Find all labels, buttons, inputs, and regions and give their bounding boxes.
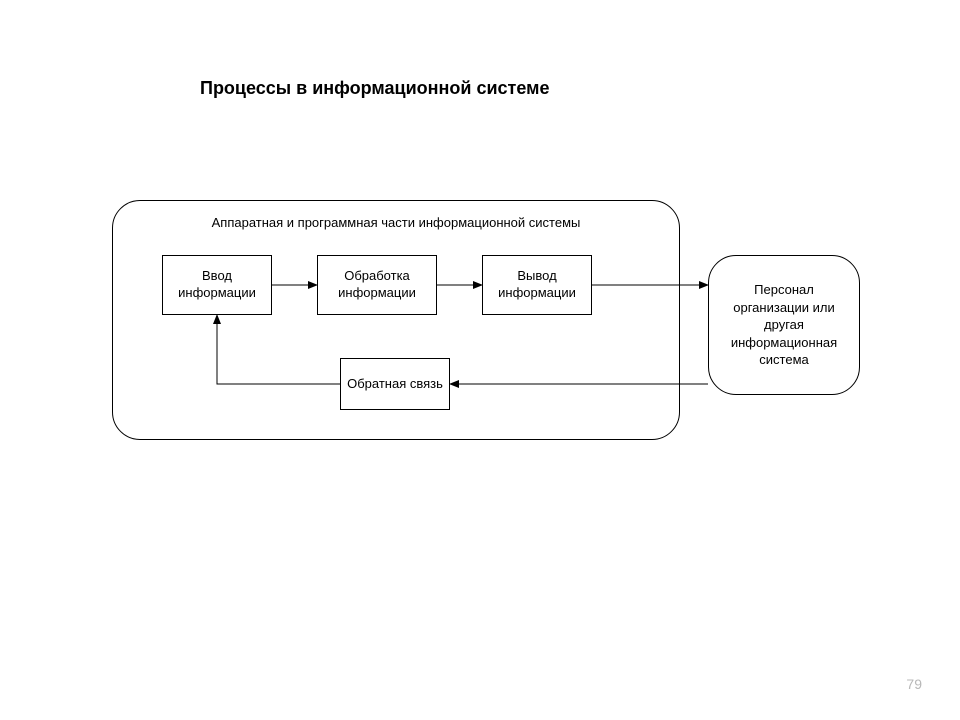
container-right: Персонал организации или другая информац… [708, 255, 860, 395]
node-input: Ввод информации [162, 255, 272, 315]
node-output-label: Вывод информации [487, 268, 587, 302]
page-number: 79 [906, 676, 922, 692]
node-output: Вывод информации [482, 255, 592, 315]
node-input-label: Ввод информации [167, 268, 267, 302]
page-title: Процессы в информационной системе [200, 78, 549, 99]
node-process: Обработка информации [317, 255, 437, 315]
diagram-canvas: Аппаратная и программная части информаци… [112, 200, 860, 440]
node-feedback: Обратная связь [340, 358, 450, 410]
container-right-label: Персонал организации или другая информац… [717, 281, 851, 369]
container-main-label: Аппаратная и программная части информаци… [113, 215, 679, 230]
node-feedback-label: Обратная связь [347, 376, 443, 393]
node-process-label: Обработка информации [322, 268, 432, 302]
